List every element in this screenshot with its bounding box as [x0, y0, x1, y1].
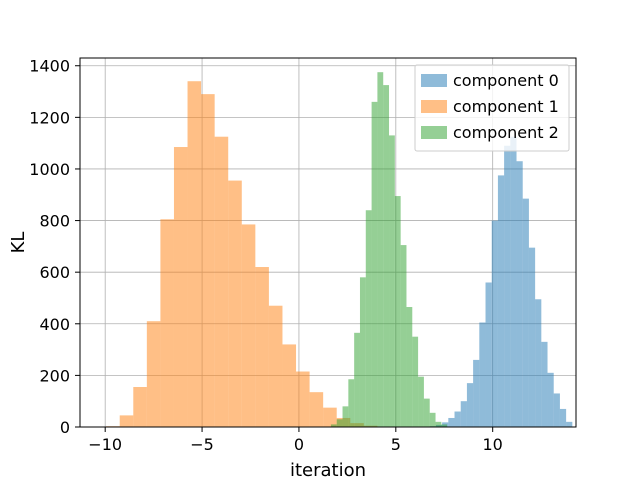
- histogram-bar: [522, 198, 529, 427]
- histogram-bar: [228, 180, 242, 427]
- series-2-bars: [330, 72, 448, 428]
- histogram-bar: [566, 421, 573, 427]
- histogram-bar: [383, 85, 390, 427]
- x-tick-label: −5: [190, 435, 214, 454]
- series-1-bars: [106, 81, 378, 427]
- y-tick-label: 1200: [29, 108, 70, 127]
- histogram-bar: [435, 421, 442, 427]
- histogram-bar: [547, 372, 554, 427]
- legend-box: [414, 64, 570, 152]
- histogram-bar: [296, 371, 310, 427]
- histogram-bar: [528, 247, 536, 427]
- histogram-bar: [330, 424, 337, 427]
- histogram-bar: [323, 407, 337, 427]
- histogram-bar: [553, 393, 560, 427]
- histogram-bar: [342, 406, 349, 427]
- y-tick-label: 1400: [29, 57, 70, 76]
- y-tick-label: 800: [39, 212, 70, 231]
- series-0-bars: [429, 136, 573, 428]
- x-tick-label: 10: [483, 435, 503, 454]
- histogram-bar: [479, 322, 486, 427]
- histogram-bar: [423, 398, 430, 427]
- histogram-bar: [309, 392, 324, 427]
- legend-swatch: [421, 100, 447, 113]
- legend-swatch: [421, 74, 447, 87]
- histogram-bar: [441, 424, 448, 427]
- histogram-bar: [473, 359, 480, 427]
- histogram-bar: [365, 210, 372, 427]
- histogram-bar: [485, 282, 492, 427]
- histogram-bar: [359, 277, 366, 427]
- histogram-bar: [201, 94, 215, 427]
- histogram-bar: [406, 307, 413, 427]
- histogram-bar: [412, 336, 419, 427]
- legend: component 0 component 1 component 2: [414, 64, 570, 152]
- histogram-bar: [559, 408, 567, 427]
- histogram-bar: [173, 147, 188, 427]
- histogram-bar: [241, 224, 256, 427]
- histogram-bar: [389, 135, 395, 427]
- y-tick-label: 600: [39, 263, 70, 282]
- histogram-bar: [516, 161, 523, 427]
- histogram-bar: [460, 401, 467, 427]
- histogram-bar: [119, 415, 134, 427]
- y-tick-label: 200: [39, 366, 70, 385]
- x-axis-label: iteration: [290, 460, 366, 480]
- legend-entry-label: component 0: [453, 71, 559, 90]
- y-tick-label: 1000: [29, 160, 70, 179]
- x-tick-label: 0: [294, 435, 304, 454]
- histogram-bar: [454, 411, 461, 427]
- y-tick-label: 400: [39, 315, 70, 334]
- histogram-bar: [336, 419, 343, 427]
- histogram-bar: [160, 219, 174, 427]
- histogram-bar: [541, 341, 548, 427]
- histogram-bar: [268, 305, 283, 427]
- histogram-bar: [133, 387, 147, 427]
- histogram-bar: [535, 299, 542, 427]
- histogram-bar: [282, 344, 297, 427]
- histogram-bar: [187, 81, 202, 427]
- histogram-bar: [354, 332, 360, 427]
- histogram-bar: [429, 412, 436, 427]
- x-tick-label: 5: [391, 435, 401, 454]
- histogram-bar: [418, 376, 424, 427]
- histogram-bar: [510, 136, 517, 427]
- histogram-bar: [394, 196, 401, 427]
- legend-entry-label: component 2: [453, 123, 559, 142]
- y-tick-label: 0: [60, 418, 70, 437]
- histogram-bar: [214, 136, 229, 427]
- histogram-bar: [466, 383, 474, 427]
- plot-area-frame: [79, 57, 577, 428]
- x-tick-label: −10: [88, 435, 122, 454]
- axis-ticks: −10 −5 0 5 10 0 200 400 600 800 1000 1200 1400: [29, 57, 503, 454]
- legend-entry-label: component 1: [453, 97, 559, 116]
- histogram-bar: [348, 379, 355, 427]
- histogram-bar: [400, 245, 407, 427]
- histogram-bar: [146, 321, 161, 427]
- legend-swatch: [421, 126, 447, 139]
- histogram-bar: [497, 175, 505, 427]
- histogram-bar: [504, 145, 511, 428]
- histogram-bar: [371, 101, 378, 428]
- y-axis-label: KL: [8, 232, 29, 254]
- histogram-bar: [377, 72, 384, 427]
- histogram-bar: [491, 220, 498, 427]
- histogram-bar: [448, 417, 455, 427]
- histogram-bar: [255, 267, 269, 427]
- histogram-bars: [106, 72, 573, 428]
